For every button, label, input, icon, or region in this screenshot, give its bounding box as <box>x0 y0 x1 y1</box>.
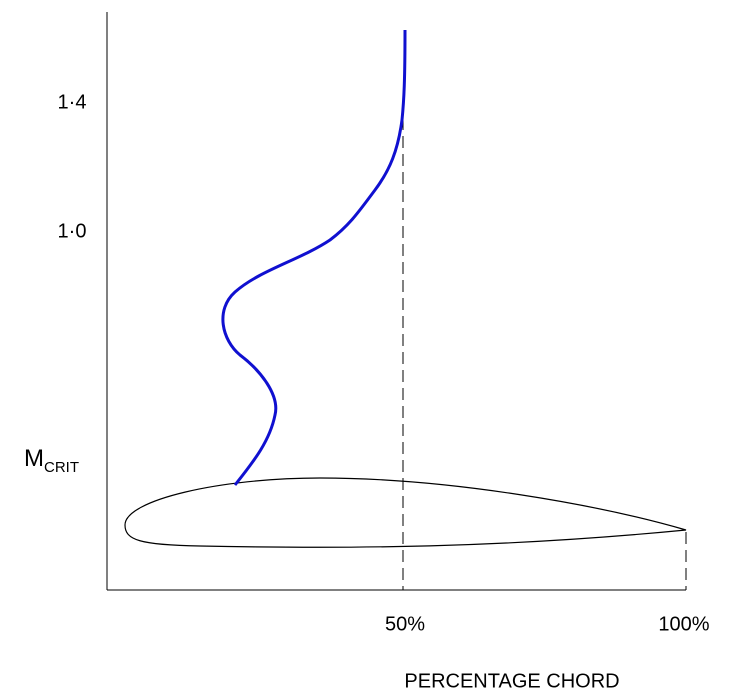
m-subscript: CRIT <box>44 459 79 476</box>
x-label: 50% <box>385 613 425 635</box>
aerofoil <box>124 477 687 548</box>
shock-position-curve <box>221 29 407 486</box>
y-label: 1·0 <box>58 220 87 242</box>
mcrit-label: MCRIT <box>24 445 79 476</box>
x-title: PERCENTAGE CHORD <box>404 670 619 692</box>
m-symbol: M <box>24 445 44 472</box>
x-label: 100% <box>658 613 709 635</box>
y-label: 1·4 <box>58 91 87 113</box>
